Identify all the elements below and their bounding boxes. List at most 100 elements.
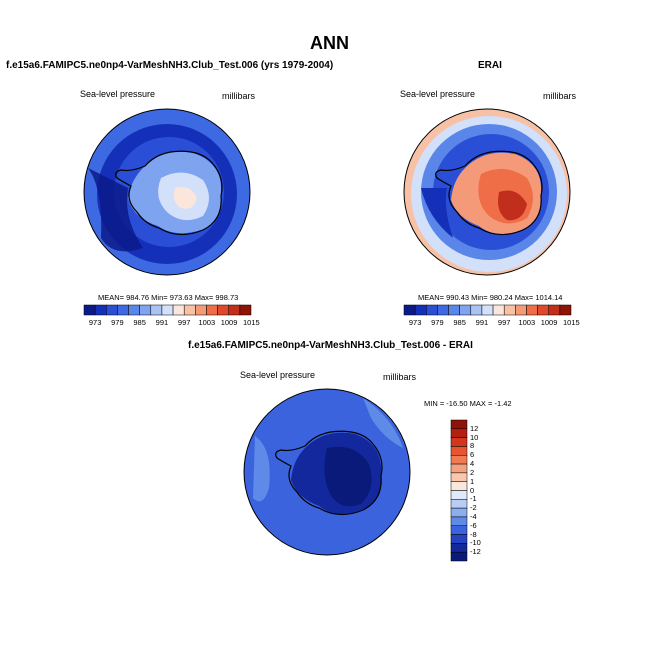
model-coastline xyxy=(115,150,223,236)
colorbar-swatch xyxy=(450,507,468,518)
model-colorbar-ticks: 973 979 985 991 997 1003 1009 1015 xyxy=(84,318,260,328)
obs-coastline xyxy=(435,150,543,236)
diff-light-patch-west xyxy=(253,436,270,502)
colorbar-swatch xyxy=(217,304,229,316)
colorbar-swatch xyxy=(450,525,468,535)
diff-polar-map xyxy=(243,388,411,556)
obs-map-frame xyxy=(403,108,571,276)
model-units-label: millibars xyxy=(222,91,256,101)
colorbar-tick-label: 985 xyxy=(453,318,466,327)
colorbar-tick-label: 1003 xyxy=(518,318,536,327)
diff-field-label: Sea-level pressure xyxy=(240,370,316,380)
colorbar-swatch xyxy=(450,463,468,474)
colorbar-swatch xyxy=(426,304,438,316)
colorbar-tick-label: 1009 xyxy=(540,318,558,327)
colorbar-tick-label: 1009 xyxy=(220,318,238,327)
model-stats-text: MEAN= 984.76 Min= 973.63 Max= 998.73 xyxy=(98,293,239,302)
colorbar-swatch xyxy=(450,499,468,509)
obs-colorbar xyxy=(403,304,572,316)
model-colorbar xyxy=(83,304,252,316)
colorbar-tick-label: -6 xyxy=(470,520,477,530)
colorbar-tick-label: 991 xyxy=(155,318,169,327)
colorbar-swatch xyxy=(161,304,174,316)
colorbar-tick-label: 1003 xyxy=(198,318,216,327)
colorbar-swatch xyxy=(548,304,561,316)
colorbar-tick-label: 985 xyxy=(133,318,146,327)
colorbar-tick-label: 997 xyxy=(177,318,191,327)
colorbar-swatch xyxy=(450,472,468,482)
colorbar-tick-label: 10 xyxy=(470,432,479,442)
colorbar-swatch xyxy=(450,446,468,456)
colorbar-swatch xyxy=(117,304,129,316)
colorbar-tick-label: 0 xyxy=(470,485,475,495)
colorbar-swatch xyxy=(459,304,472,316)
colorbar-tick-label: 973 xyxy=(408,318,422,327)
obs-low-west xyxy=(421,188,453,238)
colorbar-tick-label: 979 xyxy=(431,318,444,327)
figure-title: ANN xyxy=(310,33,349,53)
colorbar-swatch xyxy=(450,516,468,526)
colorbar-swatch xyxy=(403,304,416,316)
colorbar-swatch xyxy=(450,437,468,447)
colorbar-tick-label: -4 xyxy=(470,511,477,521)
colorbar-swatch xyxy=(515,304,527,316)
colorbar-swatch xyxy=(450,455,468,465)
obs-panel-heading: ERAI xyxy=(478,60,502,71)
obs-field-label: Sea-level pressure xyxy=(400,89,476,99)
model-panel-heading: f.e15a6.FAMIPC5.ne0np4-VarMeshNH3.Club_T… xyxy=(6,60,334,71)
colorbar-tick-label: 979 xyxy=(111,318,124,327)
diff-colorbar xyxy=(450,419,468,562)
colorbar-swatch xyxy=(503,304,516,316)
colorbar-swatch xyxy=(83,304,96,316)
obs-colorbar-ticks: 973 979 985 991 997 1003 1009 1015 xyxy=(404,318,580,328)
colorbar-tick-label: 1015 xyxy=(243,318,260,327)
colorbar-swatch xyxy=(183,304,196,316)
colorbar-swatch xyxy=(537,304,549,316)
obs-units-label: millibars xyxy=(543,91,577,101)
colorbar-swatch xyxy=(414,304,427,316)
obs-stats-text: MEAN= 990.43 Min= 980.24 Max= 1014.14 xyxy=(418,293,563,302)
colorbar-tick-label: 991 xyxy=(475,318,489,327)
colorbar-swatch xyxy=(106,304,118,316)
colorbar-swatch xyxy=(450,428,468,438)
obs-polar-map xyxy=(403,108,571,276)
model-map-frame xyxy=(83,108,251,276)
colorbar-swatch xyxy=(450,543,468,553)
diff-continent-min xyxy=(324,446,372,507)
colorbar-swatch xyxy=(450,419,468,430)
colorbar-swatch xyxy=(150,304,163,316)
model-continent-peak xyxy=(173,187,197,209)
colorbar-swatch xyxy=(450,490,468,500)
colorbar-swatch xyxy=(470,304,483,316)
colorbar-swatch xyxy=(492,304,505,316)
diff-stats-text: MIN = -16.50 MAX = -1.42 xyxy=(424,399,512,408)
colorbar-tick-label: -2 xyxy=(470,503,477,513)
colorbar-swatch xyxy=(448,304,460,316)
colorbar-swatch xyxy=(526,304,538,316)
colorbar-swatch xyxy=(94,304,107,316)
colorbar-tick-label: 8 xyxy=(470,441,475,451)
colorbar-tick-label: -12 xyxy=(470,547,481,557)
colorbar-tick-label: -1 xyxy=(470,494,477,504)
colorbar-swatch xyxy=(128,304,140,316)
colorbar-swatch xyxy=(239,304,252,316)
colorbar-swatch xyxy=(437,304,449,316)
diff-coastline xyxy=(275,430,383,516)
diff-map-frame xyxy=(243,388,411,556)
colorbar-tick-label: 12 xyxy=(470,423,479,433)
colorbar-swatch xyxy=(559,304,572,316)
diff-light-patch-ne xyxy=(363,398,403,448)
colorbar-tick-label: -8 xyxy=(470,529,477,539)
colorbar-tick-label: 1 xyxy=(470,476,475,486)
colorbar-swatch xyxy=(139,304,152,316)
colorbar-swatch xyxy=(450,534,468,544)
model-low-west xyxy=(88,168,143,252)
diff-panel-heading: f.e15a6.FAMIPC5.ne0np4-VarMeshNH3.Club_T… xyxy=(188,340,473,351)
colorbar-swatch xyxy=(206,304,218,316)
colorbar-tick-label: -10 xyxy=(470,538,481,548)
colorbar-tick-label: 997 xyxy=(497,318,511,327)
colorbar-tick-label: 973 xyxy=(88,318,102,327)
colorbar-swatch xyxy=(195,304,207,316)
colorbar-swatch xyxy=(481,304,494,316)
colorbar-swatch xyxy=(228,304,241,316)
